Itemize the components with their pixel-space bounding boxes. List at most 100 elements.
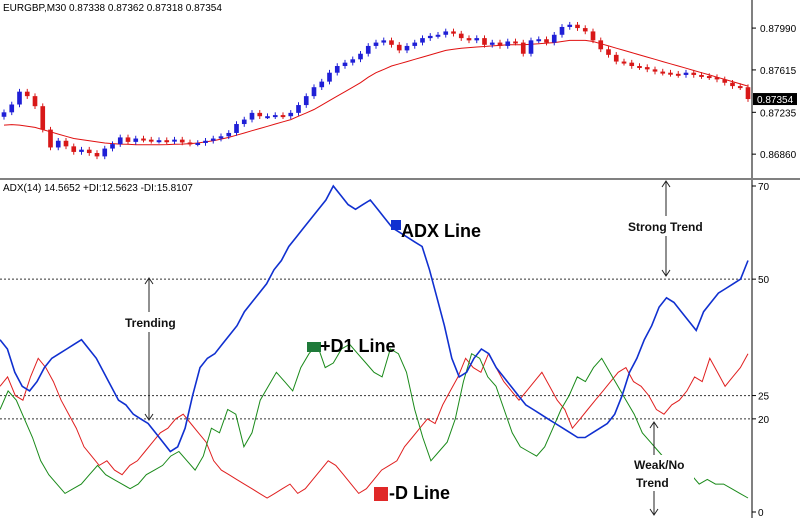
candle-bullish: [505, 41, 511, 46]
current-price-label: 0.87354: [757, 95, 794, 106]
candle-bearish: [24, 91, 30, 97]
candle-bearish: [179, 139, 185, 143]
candle-bearish: [590, 31, 596, 41]
candle-bullish: [567, 24, 573, 27]
candle-bullish: [373, 42, 379, 46]
candle-bearish: [737, 86, 743, 89]
candle-bullish: [420, 38, 425, 43]
candle-bearish: [660, 71, 666, 74]
weak-trend-label-line2: Trend: [636, 476, 669, 490]
candle-bearish: [722, 79, 728, 83]
candle-bearish: [714, 77, 720, 80]
mdi-line-marker: [374, 487, 388, 501]
weak-trend-label-line1: Weak/No: [634, 458, 684, 472]
candle-bearish: [606, 49, 611, 55]
adx-panel: 70 50 25 20 0 ADX(14) 14.5652 +DI:12.5623 -D…: [0, 180, 770, 518]
mdi-line-label: -D Line: [389, 483, 450, 503]
candle-bullish: [272, 115, 278, 118]
candle-bullish: [474, 38, 480, 41]
candle-bearish: [706, 76, 712, 79]
candle-bullish: [559, 26, 565, 35]
minus-di-line: [0, 352, 749, 499]
candle-bullish: [9, 104, 15, 113]
candle-bullish: [210, 138, 216, 141]
candle-bearish: [466, 38, 472, 41]
candle-bearish: [745, 87, 751, 100]
candle-bearish: [582, 28, 588, 32]
candle-bullish: [342, 62, 348, 67]
candle-bearish: [513, 41, 518, 44]
candle-bearish: [621, 61, 627, 64]
adx-panel-title: ADX(14) 14.5652 +DI:12.5623 -DI:15.8107: [3, 183, 193, 194]
candle-bullish: [319, 81, 325, 88]
candle-bearish: [280, 115, 286, 118]
candle-bullish: [79, 149, 84, 152]
trending-label-bg: [122, 312, 184, 332]
candle-bullish: [249, 112, 255, 120]
adx-tick-label: 0: [758, 508, 764, 518]
adx-tick-label: 25: [758, 392, 770, 403]
candle-bullish: [683, 72, 689, 75]
candle-bearish: [699, 74, 704, 77]
candle-bearish: [637, 66, 642, 69]
candle-bullish: [241, 119, 247, 125]
price-panel: 0.87990 0.87615 0.87235 0.86860 0.87354 EUR…: [1, 0, 797, 178]
candle-bearish: [257, 112, 263, 117]
candle-bullish: [435, 34, 441, 37]
candle-bullish: [443, 31, 449, 35]
candle-bullish: [156, 140, 162, 143]
candle-bullish: [288, 112, 294, 117]
candle-bullish: [218, 136, 224, 139]
candle-bearish: [544, 39, 549, 43]
candle-bullish: [528, 40, 534, 54]
candle-bearish: [148, 139, 154, 142]
candle-bearish: [32, 96, 38, 107]
candle-bearish: [575, 24, 580, 29]
adx-line: [0, 184, 749, 453]
trending-arrow: [144, 277, 154, 421]
price-panel-title: EURGBP,M30 0.87338 0.87362 0.87318 0.873…: [3, 3, 222, 14]
candle-bearish: [691, 72, 697, 75]
candle-bullish: [536, 39, 542, 42]
candle-bearish: [48, 129, 53, 148]
candle-bearish: [644, 67, 650, 70]
plus-di-line: [0, 343, 749, 499]
candle-bearish: [458, 33, 464, 39]
candle-bearish: [86, 149, 92, 154]
price-tick-label: 0.87615: [760, 66, 797, 77]
candle-bearish: [520, 42, 526, 54]
candle-bearish: [40, 106, 46, 130]
candle-bullish: [327, 72, 332, 82]
candle-bullish: [203, 140, 208, 143]
candle-bullish: [102, 148, 108, 157]
price-tick-label: 0.87990: [760, 24, 797, 35]
adx-line-marker: [391, 220, 401, 230]
candle-bearish: [187, 142, 193, 145]
candle-bullish: [296, 105, 301, 113]
trending-label: Trending: [125, 316, 176, 330]
candle-bearish: [730, 82, 735, 87]
candle-bullish: [172, 139, 177, 142]
candle-bullish: [350, 59, 356, 63]
current-price-tag: [753, 93, 797, 106]
candle-bearish: [613, 54, 619, 62]
candle-bullish: [404, 45, 410, 51]
candle-bullish: [311, 87, 317, 97]
candle-bullish: [381, 40, 387, 43]
candle-bearish: [63, 140, 69, 147]
candle-bullish: [265, 116, 270, 119]
candle-bullish: [195, 142, 201, 145]
candle-bullish: [334, 66, 340, 73]
candle-bearish: [164, 140, 170, 143]
adx-tick-label: 20: [758, 415, 770, 426]
candle-bearish: [598, 40, 604, 50]
candle-bullish: [117, 137, 123, 145]
strong-trend-label-bg: [624, 216, 712, 236]
candle-bullish: [489, 42, 495, 45]
pdi-line-label: +D1 Line: [320, 336, 396, 356]
adx-tick-label: 70: [758, 182, 770, 193]
candle-bearish: [629, 62, 635, 67]
candle-bearish: [396, 44, 402, 51]
candle-bearish: [125, 137, 131, 142]
